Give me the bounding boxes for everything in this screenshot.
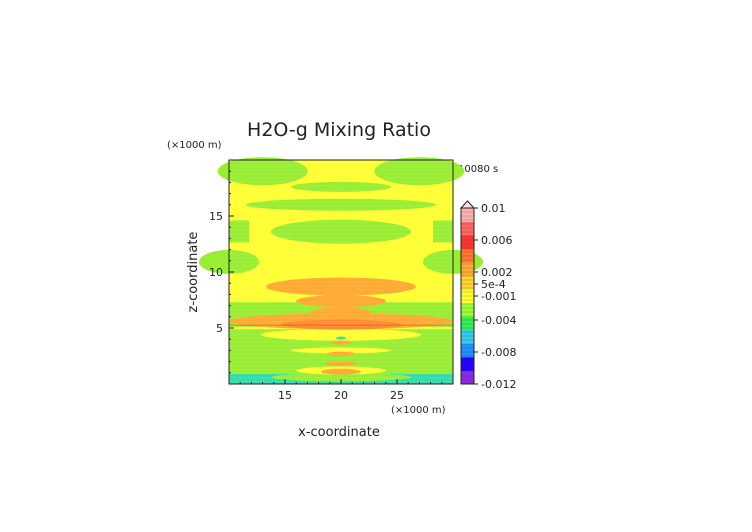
colorbar-label: 0.006 [481,234,513,247]
contour-region [217,157,308,186]
contour-region [229,220,249,243]
contour-region [296,295,386,308]
contour-region [246,198,436,211]
colorbar-label: -0.004 [481,314,516,327]
contour-region [336,336,346,340]
y-axis-label: z-coordinate [186,232,201,313]
colorbar-label: 0.01 [481,202,506,215]
x-axis: 15 20 25 [228,379,454,402]
colorbar-segment [461,262,474,277]
colorbar-segment [461,316,474,331]
contour-region [327,351,355,356]
contour-region [331,340,351,345]
contour-region [261,328,421,341]
colorbar-label: -0.008 [481,346,516,359]
colorbar-segment [461,370,474,385]
colorbar-segment [461,248,474,263]
colorbar-label: 5e-4 [481,278,506,291]
contour-region [271,219,411,244]
contour-region [281,319,401,330]
colorbar-extend-arrow [459,200,476,209]
colorbar-label: 0.002 [481,266,513,279]
contour-region [271,373,411,382]
y-unit-label: (×1000 m) [167,140,222,151]
x-tick-label: 20 [334,389,348,402]
contour-region [266,277,416,296]
colorbar-label: -0.001 [481,290,516,303]
y-tick-label: 5 [216,322,223,335]
colorbar-segment [461,302,474,317]
field-hatch-lines [229,161,453,383]
colorbar-segment [461,208,474,223]
y-tick-label: 15 [209,210,223,223]
colorbar-segment [461,289,474,304]
x-axis-label: x-coordinate [298,425,380,440]
contour-region [433,220,453,243]
contour-region [311,307,371,318]
x-tick-label: 15 [278,389,292,402]
contour-region [291,347,391,354]
contour-field [199,157,483,384]
contour-region [291,181,391,192]
colorbar-segment [461,329,474,344]
colorbar-segment [461,343,474,358]
y-tick-label: 10 [209,266,223,279]
colorbar-segment [461,356,474,371]
colorbar-label: -0.012 [481,378,516,391]
field-regions [199,157,483,384]
y-axis: 5 10 15 [209,159,234,385]
colorbar-segment [461,221,474,236]
contour-region [374,157,465,186]
time-label: 10080 s [458,164,498,175]
x-tick-label: 25 [390,389,404,402]
colorbar-segment [461,275,474,290]
colorbar-segment [461,235,474,250]
contour-region [321,368,361,375]
chart-title: H2O-g Mixing Ratio [247,119,431,141]
x-unit-label: (×1000 m) [391,405,446,416]
contour-region [325,361,357,366]
